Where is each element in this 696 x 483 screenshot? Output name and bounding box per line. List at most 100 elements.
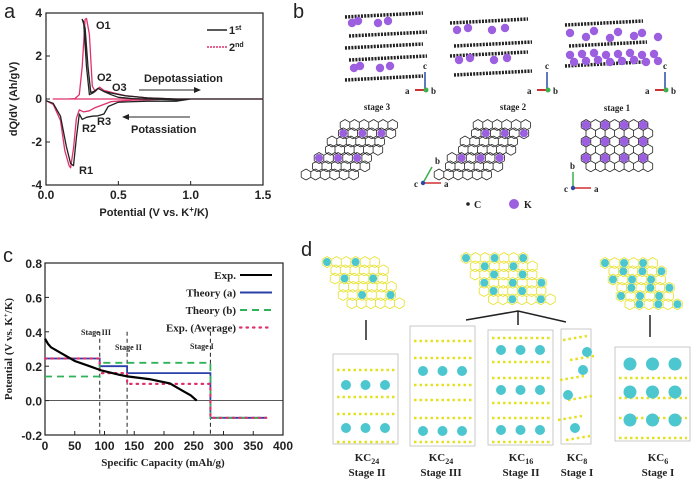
- potassium-atom: [629, 31, 639, 41]
- graphene-layer: [569, 354, 595, 362]
- potassium-atom: [577, 49, 587, 59]
- potassium-atom: [563, 390, 573, 400]
- y-tick-label-a: 2: [35, 49, 42, 63]
- potassium-atom: [654, 300, 663, 309]
- axis-ticks-a: 0.0 0.5 1.0 1.5 -4 -2 0 2 4: [31, 6, 271, 202]
- unit-cell: [409, 325, 476, 447]
- carbon-bonds: [300, 119, 398, 181]
- potassium-atom: [600, 120, 610, 130]
- potassium-atom: [340, 274, 349, 283]
- potassiation-label: Potassiation: [131, 124, 197, 136]
- potassiation-arrow: [122, 114, 190, 120]
- panel-label-c: c: [3, 245, 13, 267]
- potassium-atom: [627, 283, 636, 292]
- potassium-atom: [581, 32, 591, 42]
- legend-potassium-label: K: [524, 200, 532, 211]
- x-tick-label-a: 0.0: [38, 188, 55, 202]
- graphene-layer: [557, 414, 583, 422]
- potassium-atom: [515, 345, 526, 355]
- legend-label: Theory (a): [186, 288, 236, 300]
- potassium-atom: [653, 32, 663, 42]
- axis-label-b: b: [570, 161, 575, 171]
- structure-formula: KC8: [567, 452, 588, 466]
- potassium-atom: [353, 16, 363, 26]
- carbon-bonds: [580, 119, 654, 173]
- axis-label-c: c: [414, 179, 418, 189]
- axis-ticks-c: 0 50 100 150 200 250 300 350 400 -0.2 0.0 0.2 0.4 0.6…: [21, 257, 293, 453]
- potassium-atom: [565, 28, 575, 38]
- potassium-atom: [457, 426, 467, 436]
- lattice-stage-3: [300, 119, 398, 181]
- potassium-atom: [646, 413, 659, 427]
- y-tick-label-c: 0.4: [25, 326, 42, 340]
- potassium-atom: [569, 57, 579, 67]
- potassium-atom: [629, 55, 639, 65]
- layered-structure-stage-1: [564, 19, 663, 68]
- legend-potassium-dot: [509, 199, 519, 209]
- x-tick-label-c: 350: [243, 439, 263, 453]
- lattice-stage-2: [433, 119, 531, 181]
- potassium-atom: [323, 258, 331, 266]
- potassium-atom: [581, 153, 591, 163]
- side-view-KC8: [560, 328, 592, 445]
- x-tick-label-c: 400: [273, 439, 293, 453]
- y-tick-label-a: -4: [31, 178, 42, 192]
- potassium-atom: [385, 61, 395, 71]
- potassium-atom: [508, 295, 517, 304]
- potassium-atom: [581, 56, 591, 66]
- potassium-atom: [489, 287, 498, 295]
- structure-formula: KC16: [509, 452, 534, 466]
- potassium-atom: [418, 366, 428, 376]
- b-axis-dot: [545, 87, 551, 93]
- potassium-atom: [462, 254, 470, 262]
- series-line-theory-a-: [45, 357, 267, 419]
- axis-triad: c a b: [527, 61, 558, 96]
- y-tick-label-a: 4: [35, 6, 42, 20]
- peak-label-O2: O2: [97, 72, 112, 84]
- potassium-atom: [341, 380, 351, 390]
- x-tick-label-a: 1.0: [182, 188, 199, 202]
- structure-stage: Stage I: [642, 467, 675, 479]
- potassium-atom: [315, 154, 323, 162]
- legend-label: Exp.: [214, 270, 236, 282]
- panel-label-b: b: [293, 1, 304, 23]
- y-tick-label-c: 0.8: [25, 257, 42, 271]
- layered-structure-stage-2: [449, 17, 533, 77]
- potassium-atom: [360, 380, 371, 390]
- axis-label-a: a: [527, 86, 532, 96]
- axis-label-a: a: [444, 179, 449, 189]
- potassium-atom: [465, 53, 475, 63]
- graphene-layer: [453, 69, 533, 77]
- legend-label: Exp. (Average): [166, 323, 236, 335]
- axis-triad: a b c: [564, 161, 599, 194]
- potassium-atom: [617, 292, 625, 300]
- potassium-atom: [457, 366, 467, 376]
- potassium-atom: [490, 254, 499, 262]
- potassium-atom: [377, 129, 386, 138]
- potassium-atom: [509, 262, 518, 271]
- potassium-atom: [480, 278, 489, 287]
- structure-formula: KC6: [648, 452, 669, 466]
- potassium-atom: [638, 267, 647, 276]
- potassium-atom: [636, 292, 645, 300]
- unit-cell: [487, 329, 554, 446]
- potassium-atom: [519, 129, 528, 138]
- graphene-layer: [348, 54, 428, 62]
- potassium-atom: [515, 425, 526, 435]
- legend-label-1st: 1st: [229, 25, 242, 37]
- potassium-atom: [519, 254, 528, 262]
- b-axis-dot: [423, 87, 429, 93]
- y-axis-label-a: dQ/dV (Ah/gV): [8, 61, 20, 136]
- potassium-atom: [355, 61, 365, 71]
- unit-cell: [332, 353, 399, 445]
- axis-label-b: b: [553, 86, 558, 96]
- potassium-atom: [496, 425, 506, 435]
- structure-stage: Stage II: [349, 467, 386, 479]
- potassium-atom: [496, 385, 506, 395]
- potassium-atom: [535, 385, 545, 395]
- potassium-atom: [637, 50, 647, 60]
- potassium-atom: [358, 291, 367, 299]
